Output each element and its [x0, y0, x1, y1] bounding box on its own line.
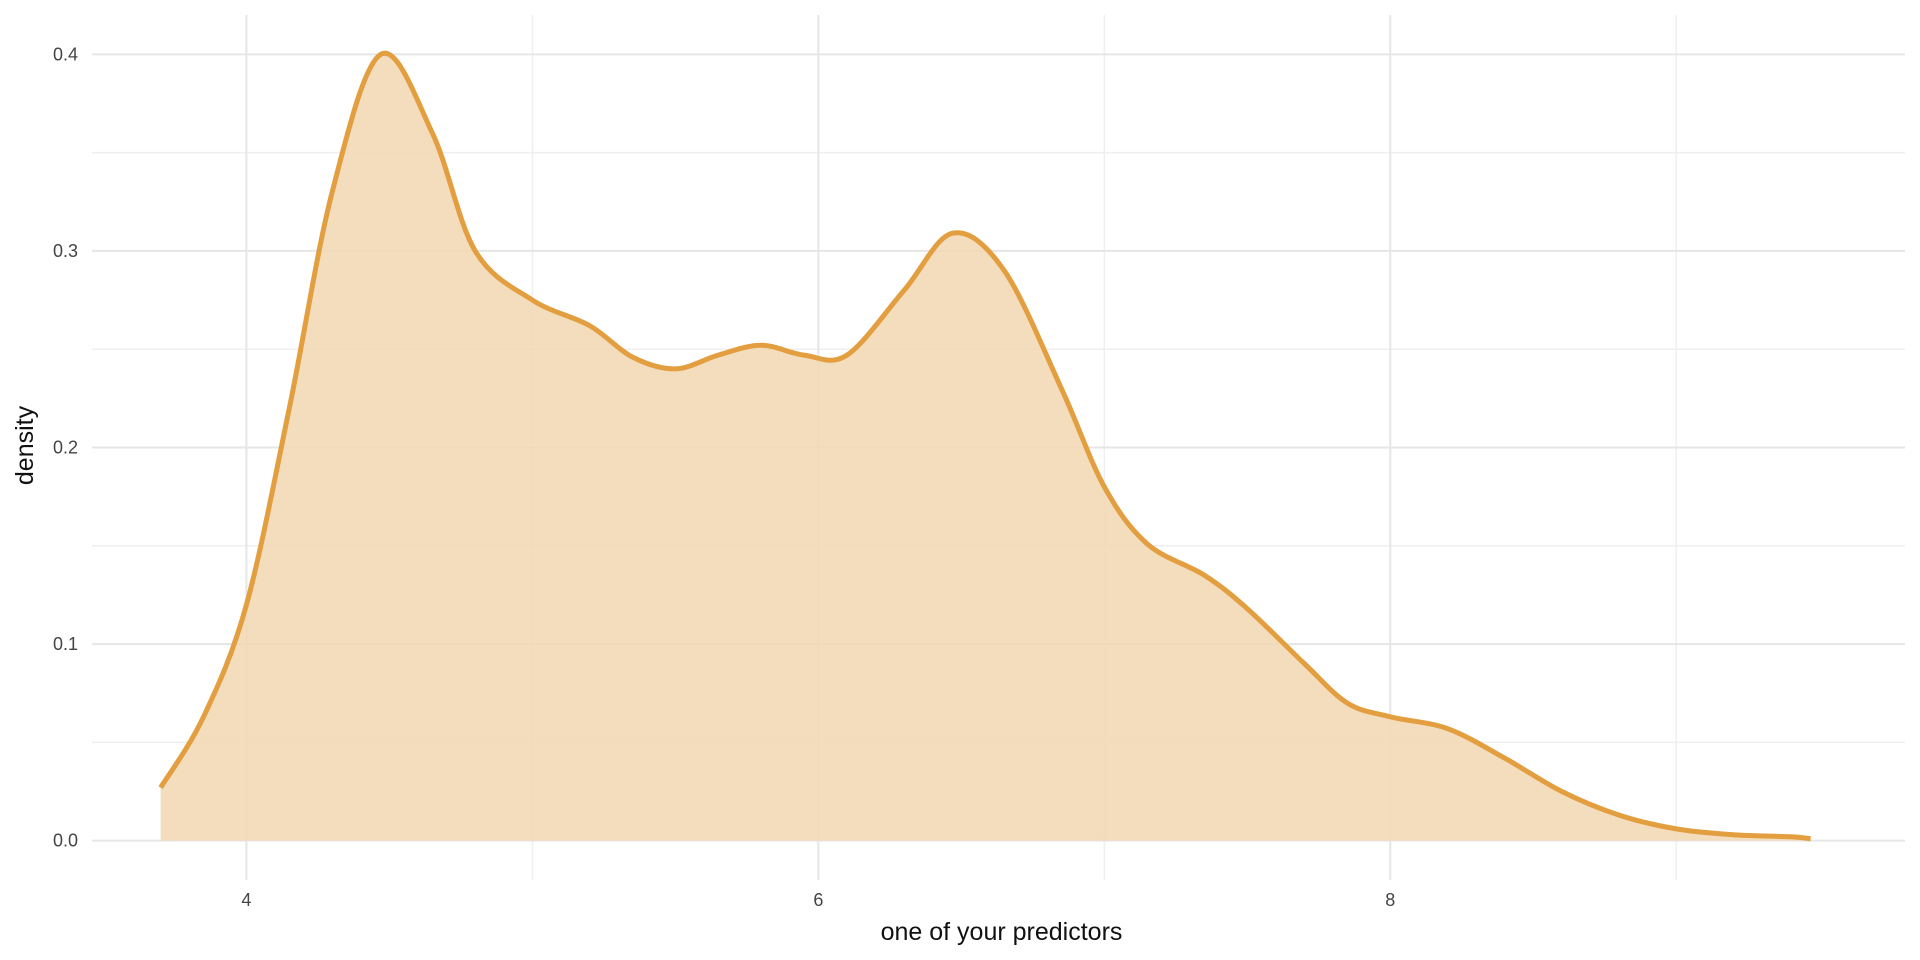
- density-curve-line: [158, 50, 1811, 842]
- y-tick-label: 0.1: [53, 634, 78, 654]
- x-tick-label: 6: [813, 890, 823, 910]
- y-tick-label: 0.0: [53, 831, 78, 851]
- tick-label-layer: 0.0 0.1 0.2 0.3 0.4 4 6 8: [53, 44, 1395, 910]
- x-tick-label: 8: [1385, 890, 1395, 910]
- x-tick-label: 4: [241, 890, 251, 910]
- y-axis-title: density: [11, 405, 39, 485]
- y-tick-label: 0.4: [53, 44, 78, 64]
- x-axis-title: one of your predictors: [881, 918, 1123, 946]
- density-area-layer: [158, 50, 1811, 842]
- density-area-fill: [160, 53, 1811, 841]
- y-tick-label: 0.3: [53, 241, 78, 261]
- y-tick-label: 0.2: [53, 438, 78, 458]
